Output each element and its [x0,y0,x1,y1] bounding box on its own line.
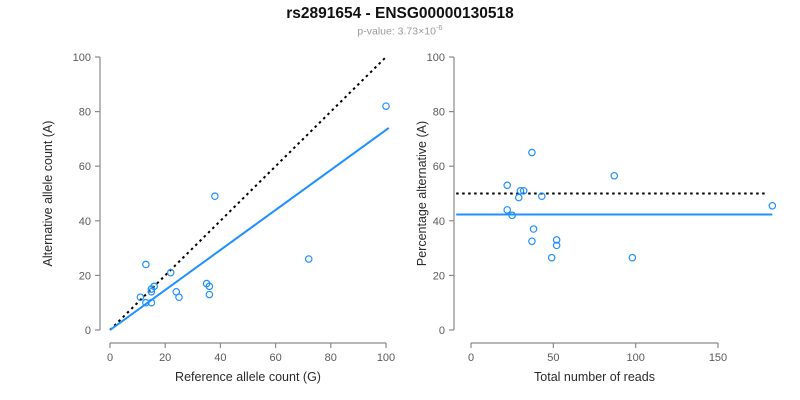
data-point [519,186,528,195]
y-tick-label: 40 [433,216,445,228]
data-point [514,193,523,202]
x-tick-label: 0 [107,352,113,364]
y-tick-label: 60 [433,161,445,173]
y-tick-label: 0 [439,325,445,337]
y-tick-label: 40 [79,216,91,228]
data-point [529,225,538,233]
data-point [552,241,561,250]
data-point [508,211,516,220]
x-tick-label: 40 [214,352,226,364]
y-tick-label: 60 [79,161,91,173]
x-tick-label: 100 [377,352,395,364]
pvalue-exponent: -6 [435,23,443,32]
x-tick-label: 150 [709,352,727,364]
y-tick-label: 20 [79,270,91,282]
y-axis-title: Percentage alternative (A) [415,121,429,266]
y-tick-label: 0 [85,325,91,337]
data-point [610,171,619,180]
data-point [382,102,390,110]
x-axis-title: Reference allele count (G) [175,370,321,384]
fit-line [109,127,390,331]
data-point [142,298,150,307]
y-tick-label: 100 [427,52,445,64]
data-point [538,192,546,201]
y-tick-label: 80 [79,107,91,119]
data-point [503,206,512,214]
y-tick-label: 80 [433,107,445,119]
x-axis-title: Total number of reads [534,370,655,384]
x-tick-label: 100 [626,352,644,364]
data-point [503,181,512,190]
data-point [516,186,525,195]
data-point [528,237,536,246]
data-point [205,282,214,291]
data-point [211,192,219,201]
pvalue-text: p-value: 3.73×10 [357,25,436,38]
data-point [205,290,214,299]
x-tick-label: 20 [159,352,171,364]
identity-line [109,56,387,331]
data-point [552,236,561,244]
x-tick-label: 80 [325,352,337,364]
data-point [528,148,536,157]
data-point [150,282,158,291]
plot-subtitle: p-value: 3.73×10-6 [0,23,800,38]
data-point [175,293,183,302]
data-point [147,298,156,307]
x-tick-label: 0 [468,352,474,364]
data-point [304,255,313,263]
plot-title: rs2891654 - ENSG00000130518 [286,5,514,22]
x-tick-label: 50 [547,352,559,364]
data-point [628,253,637,262]
data-point [142,260,150,269]
data-point [547,253,556,262]
data-point [136,293,145,302]
data-point [166,268,175,277]
y-tick-label: 100 [73,52,91,64]
y-tick-label: 20 [433,270,445,282]
y-axis-title: Alternative allele count (A) [41,121,55,267]
x-tick-label: 60 [269,352,281,364]
data-point [768,201,777,210]
